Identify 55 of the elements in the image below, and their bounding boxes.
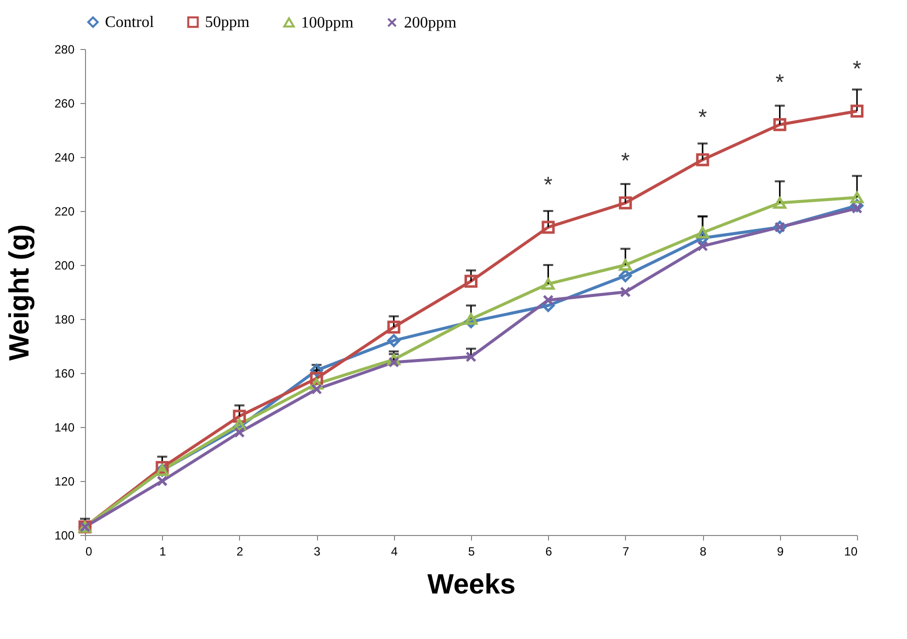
point xyxy=(696,226,710,238)
point xyxy=(697,240,708,252)
legend-label: 200ppm xyxy=(404,14,457,32)
point xyxy=(773,118,786,132)
y-tick-label: 260 xyxy=(54,96,75,110)
annotation: * xyxy=(544,172,553,198)
x-tick-label: 0 xyxy=(86,544,92,558)
point xyxy=(618,269,632,282)
x-tick-label: 7 xyxy=(622,544,630,558)
point xyxy=(464,274,478,288)
point xyxy=(464,313,478,325)
point xyxy=(466,351,476,362)
point xyxy=(387,334,400,348)
point xyxy=(618,196,632,210)
annotation: * xyxy=(621,148,630,173)
y-tick-label: 160 xyxy=(54,366,75,380)
y-tick-label: 240 xyxy=(54,150,75,164)
y-tick-label: 100 xyxy=(54,528,75,542)
x-tick-label: 1 xyxy=(159,544,166,558)
point xyxy=(156,476,168,486)
point xyxy=(620,286,631,298)
point xyxy=(311,384,322,395)
y-tick-label: 220 xyxy=(54,204,75,218)
point xyxy=(234,426,245,438)
y-tick-label: 180 xyxy=(54,312,75,326)
point xyxy=(618,259,632,271)
point xyxy=(542,294,554,306)
annotation: * xyxy=(852,56,862,82)
x-tick-label: 8 xyxy=(700,544,707,558)
point xyxy=(696,153,710,166)
point xyxy=(850,104,864,118)
legend-label: 50ppm xyxy=(205,14,250,32)
point xyxy=(773,197,786,209)
y-tick-label: 200 xyxy=(54,258,75,272)
y-tick-label: 140 xyxy=(54,420,75,434)
x-tick-label: 9 xyxy=(776,544,784,558)
legend-label: Control xyxy=(105,14,154,32)
legend-label: 100ppm xyxy=(301,14,354,32)
x-tick-label: 2 xyxy=(236,544,244,558)
annotation: * xyxy=(698,104,708,130)
point xyxy=(542,220,555,234)
x-tick-label: 6 xyxy=(545,544,552,558)
x-tick-label: 3 xyxy=(314,544,321,558)
x-tick-label: 5 xyxy=(468,544,476,558)
y-axis-title: Weight (g) xyxy=(3,224,34,361)
y-tick-label: 280 xyxy=(54,42,75,56)
x-tick-label: 4 xyxy=(390,544,398,558)
point xyxy=(852,202,862,214)
x-tick-label: 10 xyxy=(844,544,858,558)
point xyxy=(387,320,400,334)
point xyxy=(542,278,555,290)
annotation: * xyxy=(776,70,785,95)
x-axis-title: Weeks xyxy=(427,568,516,600)
y-tick-label: 120 xyxy=(54,474,75,488)
point xyxy=(850,192,864,204)
